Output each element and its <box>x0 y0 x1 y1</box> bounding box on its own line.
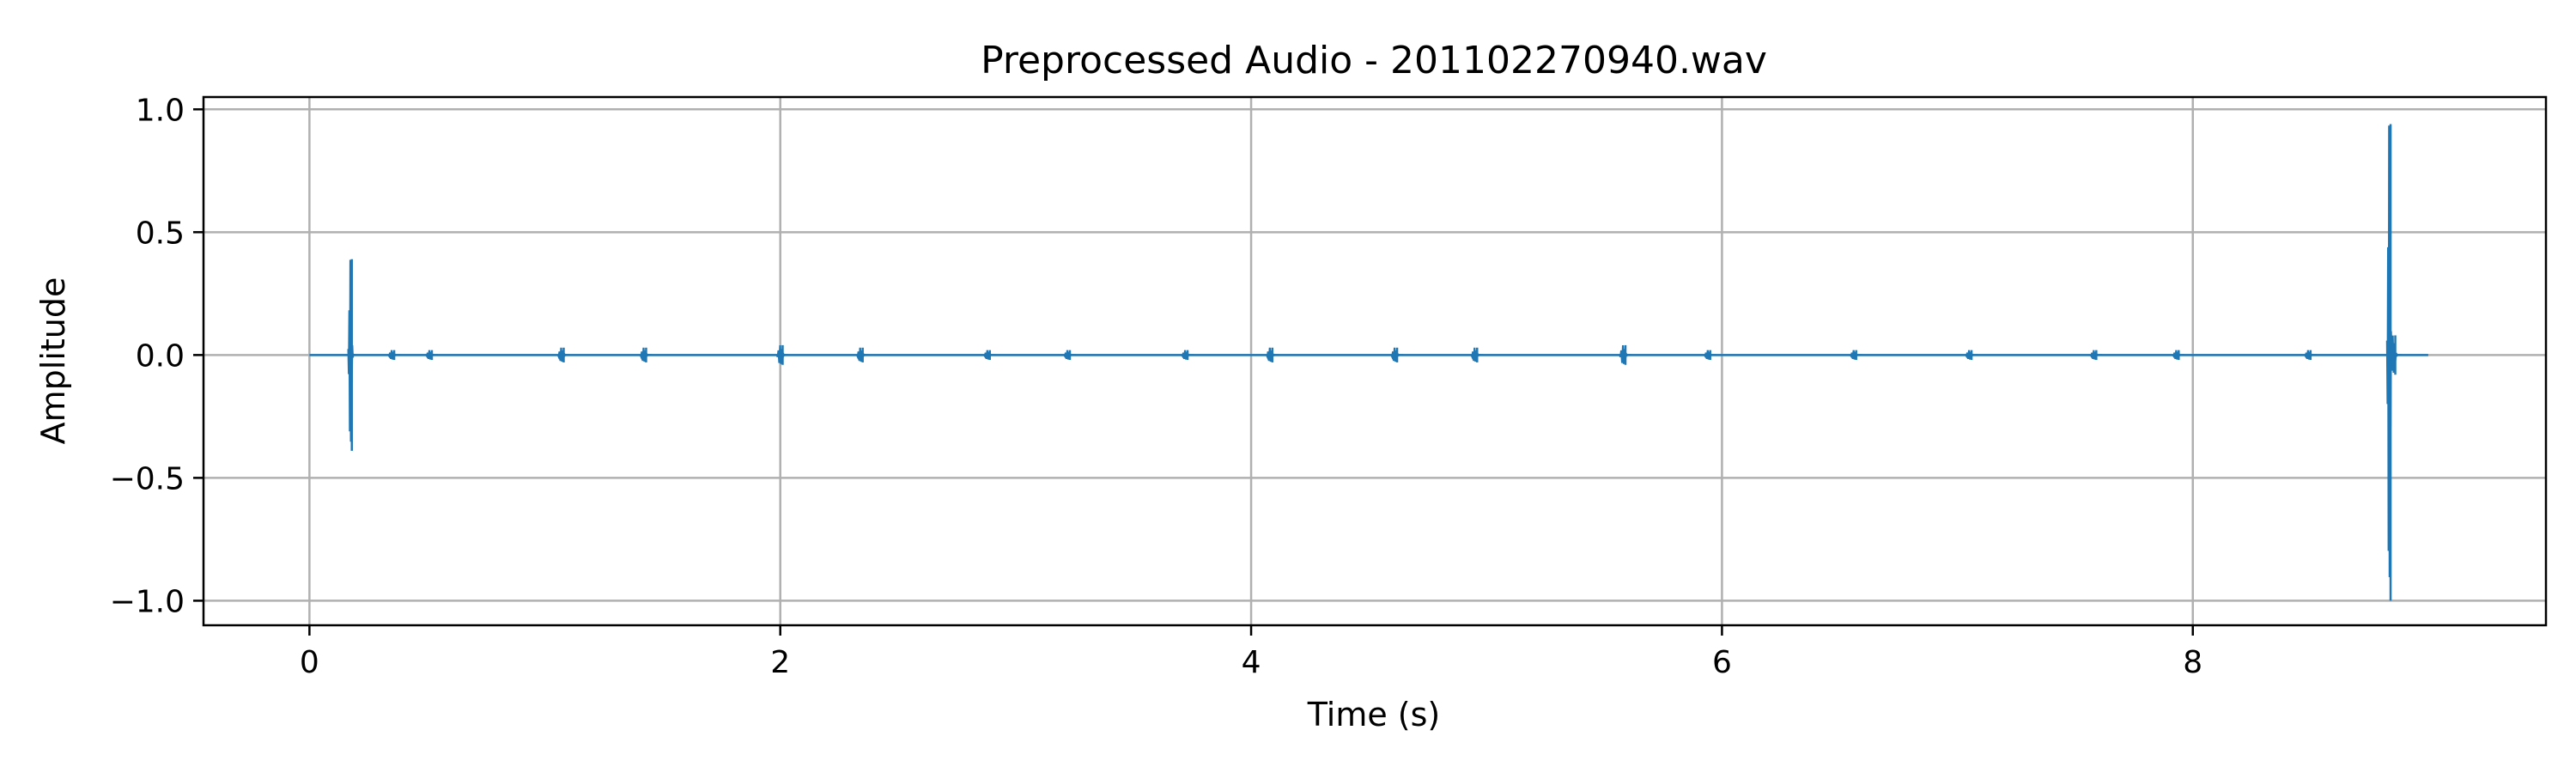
waveform-burst <box>1265 347 1279 362</box>
x-tick-label: 6 <box>1712 645 1732 680</box>
y-tick-label: −1.0 <box>110 584 185 619</box>
waveform-burst <box>1965 350 1978 361</box>
y-tick-label: −0.5 <box>110 461 185 496</box>
x-tick-label: 2 <box>770 645 790 680</box>
x-tick-label: 4 <box>1242 645 1261 680</box>
ticks-layer: 0 2 4 6 8 −1.0 −0.5 0.0 0.5 1.0 <box>110 93 2203 680</box>
waveform-burst <box>855 347 869 362</box>
grid-layer <box>204 97 2546 625</box>
waveform-burst <box>1619 344 1631 365</box>
waveform-burst <box>387 350 400 361</box>
series-layer <box>309 124 2428 601</box>
waveform-burst <box>1063 350 1076 361</box>
chart-title: Preprocessed Audio - 201102270940.wav <box>981 39 1767 82</box>
y-tick-label: 0.5 <box>136 216 185 251</box>
y-tick-label: 0.0 <box>136 338 185 374</box>
waveform-burst <box>347 259 355 451</box>
y-tick-label: 1.0 <box>136 93 185 128</box>
waveform-burst <box>1849 350 1862 361</box>
waveform-burst <box>2388 335 2402 375</box>
waveform-burst <box>2089 350 2103 361</box>
waveform-burst <box>2172 350 2185 361</box>
waveform-burst <box>2304 350 2317 361</box>
plot-frame <box>202 95 2548 627</box>
x-tick-label: 8 <box>2183 645 2202 680</box>
waveform-burst <box>1390 347 1403 362</box>
waveform-burst <box>1703 350 1716 361</box>
waveform-burst <box>556 347 570 362</box>
waveform-burst <box>1181 350 1194 361</box>
waveform-burst <box>982 350 996 361</box>
waveform-burst <box>775 344 789 365</box>
waveform-burst <box>639 347 653 362</box>
waveform-burst <box>425 350 438 361</box>
x-axis-label: Time (s) <box>1307 696 1441 733</box>
x-tick-label: 0 <box>300 645 319 680</box>
waveform-burst <box>1470 347 1484 362</box>
y-axis-label: Amplitude <box>34 277 72 445</box>
